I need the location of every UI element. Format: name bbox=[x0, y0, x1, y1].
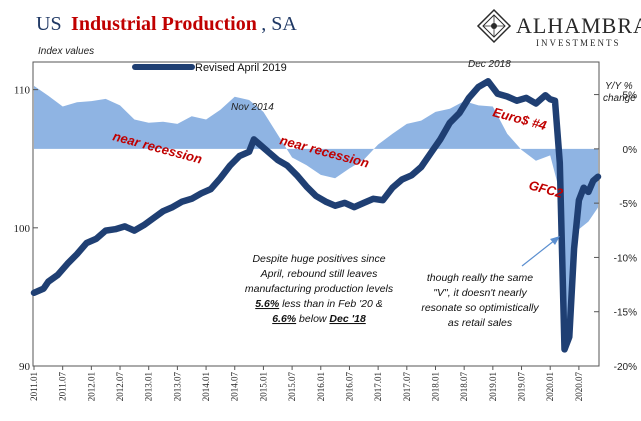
left-y-ticks: 90 100 110 bbox=[14, 85, 38, 373]
x-tick-label: 2018.07 bbox=[459, 372, 469, 402]
left-tick-label: 90 bbox=[19, 361, 31, 373]
note2-line1: though really the same bbox=[427, 272, 533, 284]
note1-line4: 5.6% less than in Feb '20 & bbox=[255, 298, 383, 310]
x-tick-label: 2013.07 bbox=[172, 372, 182, 402]
title-part-industrial-production: Industrial Production bbox=[71, 13, 257, 35]
x-tick-label: 2012.01 bbox=[86, 372, 96, 401]
left-tick-label: 100 bbox=[14, 223, 31, 235]
x-tick-label: 2017.07 bbox=[402, 372, 412, 402]
x-tick-label: 2016.07 bbox=[344, 372, 354, 402]
right-axis-label-line2: change bbox=[603, 93, 636, 104]
note2-line3: resonate so optimistically bbox=[421, 302, 539, 314]
right-tick-label: 0% bbox=[623, 145, 638, 156]
title-part-sa: , SA bbox=[261, 13, 297, 35]
note2-line4: as retail sales bbox=[448, 317, 513, 329]
x-tick-label: 2011.01 bbox=[29, 372, 39, 401]
x-tick-label: 2020.07 bbox=[574, 372, 584, 402]
note2-arrow bbox=[521, 239, 556, 267]
right-tick-label: 5% bbox=[623, 91, 638, 102]
note1-dec18: Dec '18 bbox=[329, 313, 366, 325]
x-tick-label: 2017.01 bbox=[373, 372, 383, 401]
plot-frame bbox=[32, 61, 600, 367]
annotation-nov-2014: Nov 2014 bbox=[231, 102, 274, 113]
note1-line1: Despite huge positives since bbox=[252, 253, 385, 265]
logo-name: ALHAMBRA bbox=[516, 13, 641, 38]
note-v-shape: though really the same "V", it doesn't n… bbox=[421, 236, 560, 329]
right-tick-label: -10% bbox=[614, 253, 637, 264]
left-axis-label: Index values bbox=[38, 46, 94, 57]
x-ticks: 2011.01 2011.07 2012.01 2012.07 2013.01 2013.… bbox=[29, 366, 584, 401]
x-tick-label: 2014.01 bbox=[201, 372, 211, 401]
x-tick-label: 2015.07 bbox=[287, 372, 297, 402]
annotation-dec-2018: Dec 2018 bbox=[468, 59, 511, 70]
x-tick-label: 2020.01 bbox=[545, 372, 555, 401]
x-tick-label: 2013.01 bbox=[144, 372, 154, 401]
right-tick-label: -15% bbox=[614, 308, 637, 319]
x-tick-label: 2019.07 bbox=[517, 372, 527, 402]
note1-line3: manufacturing production levels bbox=[245, 283, 394, 295]
right-y-ticks: 5% 0% -5% -10% -15% -20% bbox=[594, 91, 637, 373]
note1-line5: 6.6% below Dec '18 bbox=[272, 313, 366, 325]
left-tick-label: 110 bbox=[14, 85, 31, 97]
right-tick-label: -20% bbox=[614, 362, 637, 373]
note1-pct-dec: 6.6% bbox=[272, 313, 297, 325]
chart-title: US Industrial Production , SA bbox=[36, 13, 297, 35]
x-tick-label: 2015.01 bbox=[258, 372, 268, 401]
yoy-area-series bbox=[34, 85, 598, 332]
alhambra-logo: ALHAMBRA INVESTMENTS bbox=[476, 8, 641, 48]
legend-label: Revised April 2019 bbox=[195, 62, 287, 74]
legend: Revised April 2019 bbox=[132, 62, 287, 74]
x-tick-label: 2012.07 bbox=[115, 372, 125, 402]
note1-line4-rest: less than in Feb '20 & bbox=[279, 298, 383, 310]
note1-line5-mid: below bbox=[296, 313, 329, 325]
note2-line2: "V", it doesn't nearly bbox=[433, 287, 527, 299]
note-despite: Despite huge positives since April, rebo… bbox=[245, 253, 394, 325]
index-line-series bbox=[30, 78, 602, 353]
right-tick-label: -5% bbox=[619, 199, 637, 210]
x-tick-label: 2014.07 bbox=[230, 372, 240, 402]
x-tick-label: 2019.01 bbox=[488, 372, 498, 401]
note1-pct-feb: 5.6% bbox=[255, 298, 280, 310]
note1-line2: April, rebound still leaves bbox=[260, 268, 378, 280]
x-tick-label: 2018.01 bbox=[430, 372, 440, 401]
x-tick-label: 2016.01 bbox=[316, 372, 326, 401]
note2-arrow-head-icon bbox=[550, 236, 560, 245]
logo-sub: INVESTMENTS bbox=[536, 38, 621, 48]
title-part-us: US bbox=[36, 13, 62, 35]
logo-mark-icon bbox=[476, 8, 512, 44]
right-axis-label-line1: Y/Y % bbox=[605, 81, 633, 92]
x-tick-label: 2011.07 bbox=[58, 372, 68, 401]
